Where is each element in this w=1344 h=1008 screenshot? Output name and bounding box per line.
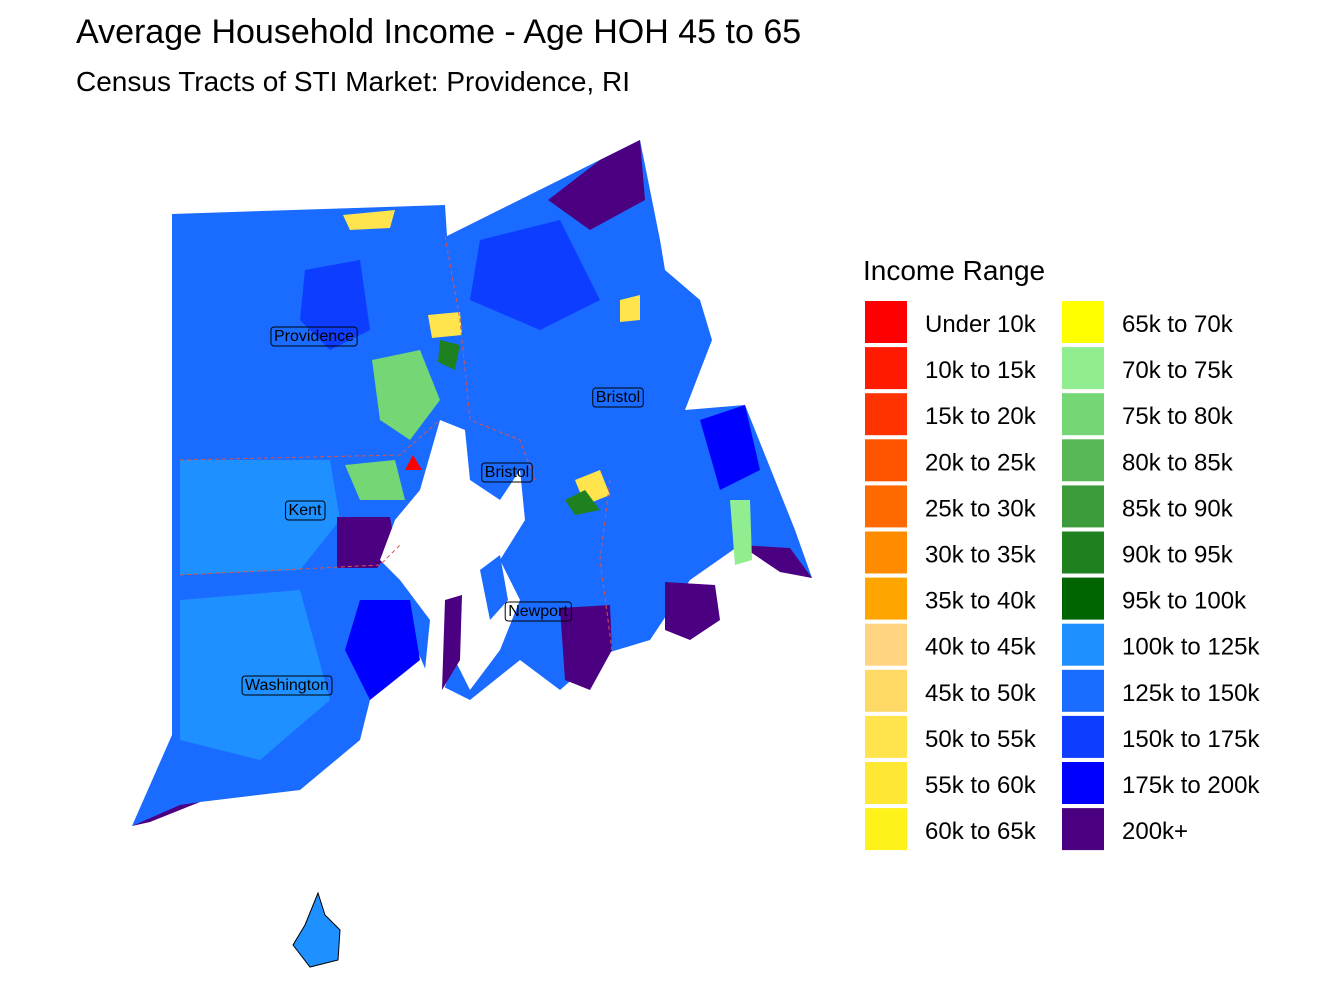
tract-region <box>740 545 812 578</box>
legend-swatch <box>865 301 907 343</box>
legend-label: 55k to 60k <box>925 772 1037 799</box>
legend-label: 175k to 200k <box>1122 772 1260 799</box>
tract-region <box>180 590 330 760</box>
legend-swatch <box>1062 669 1104 712</box>
county-boundary <box>444 235 536 481</box>
legend-swatch <box>1062 808 1104 851</box>
county-label: Washington <box>245 677 329 694</box>
title: Average Household Income - Age HOH 45 to… <box>76 13 801 51</box>
legend-swatch <box>1062 762 1104 804</box>
legend-label: 85k to 90k <box>1122 495 1234 522</box>
tract-region <box>180 460 340 575</box>
tract-region <box>343 210 395 230</box>
legend-label: 40k to 45k <box>925 634 1037 661</box>
island <box>442 595 462 690</box>
county-label-box <box>241 675 333 696</box>
map-labels: Providence Bristol Bristol Kent Newport Washi… <box>241 326 644 696</box>
legend-label: 80k to 85k <box>1122 449 1234 476</box>
county-label: Providence <box>274 328 354 345</box>
legend-label: 90k to 95k <box>1122 542 1234 569</box>
tract-region <box>372 350 440 440</box>
legend-label: 25k to 30k <box>925 495 1037 522</box>
legend-swatch <box>865 715 907 758</box>
legend-swatch <box>1062 347 1104 390</box>
legend-label: 70k to 75k <box>1122 357 1234 384</box>
tract-region <box>132 802 200 826</box>
tract-region <box>345 460 405 500</box>
tract-region <box>337 517 395 568</box>
tract-region <box>548 140 645 230</box>
tract-region <box>428 312 462 338</box>
legend-label: 100k to 125k <box>1122 634 1260 661</box>
county-label-box <box>270 326 358 347</box>
legend-swatch <box>1062 531 1104 574</box>
legend-swatch <box>1062 715 1104 758</box>
legend-label: 45k to 50k <box>925 680 1037 707</box>
tract-region <box>700 405 760 490</box>
county-label: Bristol <box>485 464 529 481</box>
county-label: Bristol <box>596 389 640 406</box>
county-label-box <box>504 601 572 622</box>
legend-swatch <box>865 808 907 851</box>
legend-swatch <box>1062 439 1104 482</box>
legend-label: 60k to 65k <box>925 818 1037 845</box>
legend-title: Income Range <box>863 255 1045 286</box>
tract-region <box>565 490 600 515</box>
county-boundary <box>179 544 401 576</box>
legend-label: 200k+ <box>1122 818 1188 845</box>
tract-region <box>620 295 640 322</box>
legend-label: 75k to 80k <box>1122 403 1234 430</box>
legend-label: 35k to 40k <box>925 588 1037 615</box>
legend-swatch <box>865 669 907 712</box>
county-boundary <box>179 419 441 461</box>
legend-label: 15k to 20k <box>925 403 1037 430</box>
legend-swatch <box>865 439 907 482</box>
legend-swatch <box>1062 485 1104 528</box>
legend-label: 10k to 15k <box>925 357 1037 384</box>
tract-region <box>405 455 422 470</box>
tract-region <box>665 582 720 640</box>
legend-swatch <box>1062 301 1104 343</box>
bay-water <box>380 420 525 700</box>
county-label-box <box>592 387 644 408</box>
legend-swatch <box>1062 393 1104 436</box>
state-map <box>132 140 812 968</box>
legend-swatch <box>865 393 907 436</box>
legend-swatch <box>1062 623 1104 666</box>
county-label: Kent <box>289 502 322 519</box>
legend-label: 125k to 150k <box>1122 680 1260 707</box>
legend-swatch <box>1062 577 1104 620</box>
county-boundary <box>599 479 613 651</box>
legend-label: 30k to 35k <box>925 542 1037 569</box>
tract-region <box>345 600 420 700</box>
tract-region <box>438 340 460 370</box>
county-label-box <box>481 462 533 483</box>
block-island <box>292 891 341 968</box>
tract-region <box>560 605 612 690</box>
legend-swatch <box>865 577 907 620</box>
county-label: Newport <box>508 603 568 620</box>
legend-label: 20k to 25k <box>925 449 1037 476</box>
legend-label: Under 10k <box>925 311 1037 338</box>
subtitle: Census Tracts of STI Market: Providence,… <box>76 66 630 97</box>
tract-region <box>730 500 752 565</box>
legend-swatch <box>865 762 907 804</box>
legend-swatch <box>865 531 907 574</box>
legend-label: 150k to 175k <box>1122 726 1260 753</box>
legend-label: 50k to 55k <box>925 726 1037 753</box>
legend-swatch <box>865 623 907 666</box>
legend-label: 65k to 70k <box>1122 311 1234 338</box>
legend: Under 10k 10k to 15k 15k to 20k 20k to 25k 2… <box>865 301 1260 851</box>
legend-label: 95k to 100k <box>1122 588 1247 615</box>
county-label-box <box>285 500 326 521</box>
legend-swatch <box>865 347 907 390</box>
legend-swatch <box>865 485 907 528</box>
tract-region <box>470 220 600 330</box>
island <box>480 555 508 620</box>
